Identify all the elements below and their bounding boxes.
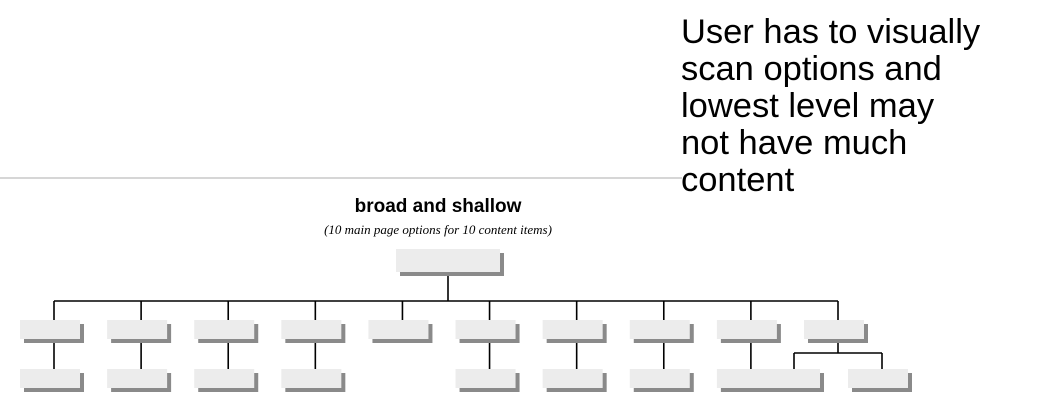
content-item-box [455, 369, 520, 392]
content-item-box [194, 369, 259, 392]
level-one-box [455, 320, 520, 343]
explanation-note: User has to visually scan options and lowe… [681, 14, 1041, 199]
diagram-title: broad and shallow [355, 196, 522, 217]
tree-connectors [53, 272, 883, 369]
level-one-box [368, 320, 433, 343]
content-item-box [20, 369, 84, 392]
content-item-box [107, 369, 172, 392]
content-item-box [760, 369, 824, 392]
content-item-box [848, 369, 912, 392]
diagram-subtitle: (10 main page options for 10 content ite… [324, 222, 552, 237]
tree-boxes [20, 249, 912, 392]
note-line: scan options and [681, 50, 942, 88]
note-line: not have much [681, 124, 908, 162]
level-one-box [107, 320, 172, 343]
level-one-box [804, 320, 868, 343]
note-line: User has to visually [681, 13, 981, 51]
note-line: content [681, 161, 795, 199]
content-item-box [542, 369, 607, 392]
level-one-box [194, 320, 259, 343]
level-one-box [281, 320, 346, 343]
note-line: lowest level may [681, 87, 935, 125]
content-item-box [281, 369, 346, 392]
level-one-box [716, 320, 781, 343]
level-one-box [629, 320, 694, 343]
level-one-box [20, 320, 84, 343]
content-item-box [629, 369, 694, 392]
root-page-box [396, 249, 504, 276]
level-one-box [542, 320, 607, 343]
